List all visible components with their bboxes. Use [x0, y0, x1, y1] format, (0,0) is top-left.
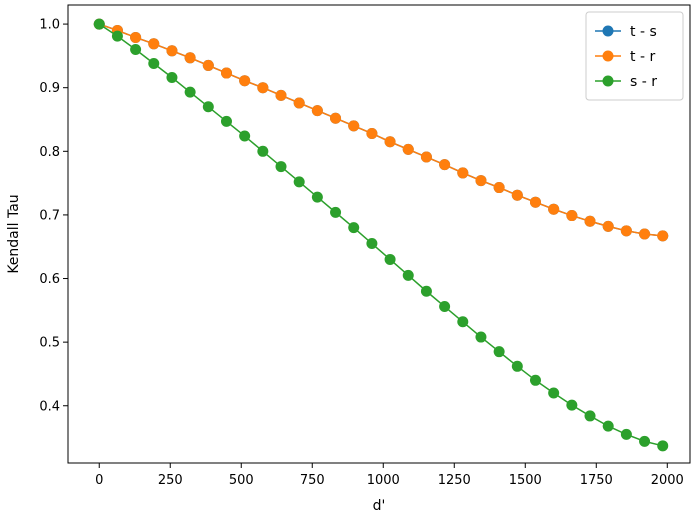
x-tick-label: 1500	[509, 473, 542, 488]
data-point-t-r	[184, 52, 196, 64]
data-point-t-r	[202, 59, 214, 71]
legend-marker-s-r	[602, 75, 614, 87]
data-point-s-r	[348, 222, 360, 234]
y-tick-label: 0.9	[39, 81, 60, 96]
data-point-s-r	[330, 206, 342, 218]
series-line-t-r	[98, 23, 663, 237]
data-point-t-r	[439, 159, 451, 171]
data-point-s-r	[275, 161, 287, 173]
data-point-t-r	[384, 136, 396, 148]
y-tick-label: 0.4	[39, 399, 60, 414]
data-point-t-r	[130, 31, 142, 43]
x-tick-label: 1250	[438, 473, 471, 488]
data-point-s-r	[148, 58, 160, 70]
data-point-t-r	[148, 38, 160, 50]
data-point-t-r	[511, 189, 523, 201]
data-point-s-r	[293, 176, 305, 188]
data-point-s-r	[239, 130, 251, 142]
data-point-t-r	[275, 89, 287, 101]
data-point-t-r	[348, 120, 360, 132]
x-tick-label: 500	[229, 473, 254, 488]
data-point-s-r	[566, 399, 578, 411]
data-point-s-r	[384, 253, 396, 265]
data-point-t-r	[529, 196, 541, 208]
data-point-s-r	[493, 346, 505, 358]
data-point-s-r	[584, 410, 596, 422]
y-axis-label: Kendall Tau	[6, 194, 22, 273]
y-tick-label: 0.6	[39, 272, 60, 287]
data-point-s-r	[439, 301, 451, 313]
data-point-t-r	[239, 75, 251, 87]
data-point-s-r	[457, 316, 469, 328]
data-point-t-r	[493, 182, 505, 194]
series-t-r	[93, 18, 669, 242]
x-tick-label: 250	[158, 473, 183, 488]
y-tick-label: 0.5	[39, 336, 60, 351]
data-point-t-r	[475, 175, 487, 187]
data-point-s-r	[639, 435, 651, 447]
data-point-s-r	[602, 420, 614, 432]
data-point-t-r	[584, 215, 596, 227]
data-point-s-r	[93, 18, 105, 30]
legend-label-t-s: t - s	[630, 24, 657, 40]
data-point-s-r	[420, 285, 432, 297]
data-point-s-r	[111, 30, 123, 42]
data-point-s-r	[620, 428, 632, 440]
x-axis: 0 250 500 750 1000 1250 1500 1750 2000	[95, 463, 684, 488]
data-point-t-r	[548, 203, 560, 215]
data-point-t-r	[311, 105, 323, 117]
x-tick-label: 2000	[651, 473, 684, 488]
series-t-s	[93, 18, 669, 242]
data-point-s-r	[402, 269, 414, 281]
series-line-s-r	[98, 23, 663, 447]
data-point-s-r	[529, 374, 541, 386]
data-point-s-r	[657, 440, 669, 452]
data-point-t-r	[566, 210, 578, 222]
x-tick-label: 750	[300, 473, 325, 488]
data-point-t-r	[457, 167, 469, 179]
data-point-t-r	[402, 143, 414, 155]
data-point-s-r	[130, 44, 142, 56]
data-point-t-r	[166, 45, 178, 57]
data-point-s-r	[257, 145, 269, 157]
data-point-t-r	[366, 127, 378, 139]
series-layer	[93, 18, 669, 452]
legend-marker-t-s	[602, 25, 614, 37]
data-point-s-r	[548, 387, 560, 399]
data-point-t-r	[639, 228, 651, 240]
data-point-s-r	[366, 238, 378, 250]
data-point-t-r	[657, 230, 669, 242]
data-point-s-r	[220, 115, 232, 127]
series-s-r	[93, 18, 669, 452]
data-point-t-r	[257, 82, 269, 94]
data-point-s-r	[184, 86, 196, 98]
legend-label-t-r: t - r	[630, 49, 655, 65]
legend-marker-t-r	[602, 50, 614, 62]
x-axis-label: d'	[373, 498, 386, 514]
legend: t - s t - r s - r	[585, 11, 684, 101]
data-point-t-r	[220, 67, 232, 79]
data-point-s-r	[202, 101, 214, 113]
data-point-t-r	[620, 225, 632, 237]
data-point-t-r	[602, 220, 614, 232]
legend-label-s-r: s - r	[630, 74, 657, 90]
y-tick-label: 0.8	[39, 145, 60, 160]
x-tick-label: 1750	[580, 473, 613, 488]
x-tick-label: 0	[95, 473, 103, 488]
data-point-s-r	[475, 331, 487, 343]
data-point-s-r	[511, 360, 523, 372]
data-point-t-r	[330, 112, 342, 124]
x-tick-label: 1000	[367, 473, 400, 488]
data-point-t-r	[420, 151, 432, 163]
y-tick-label: 0.7	[39, 208, 60, 223]
data-point-s-r	[166, 72, 178, 84]
y-axis: 0.4 0.5 0.6 0.7 0.8 0.9 1.0	[39, 18, 68, 414]
data-point-s-r	[311, 191, 323, 203]
y-tick-label: 1.0	[39, 18, 60, 33]
data-point-t-r	[293, 97, 305, 109]
plot-frame	[67, 4, 691, 464]
